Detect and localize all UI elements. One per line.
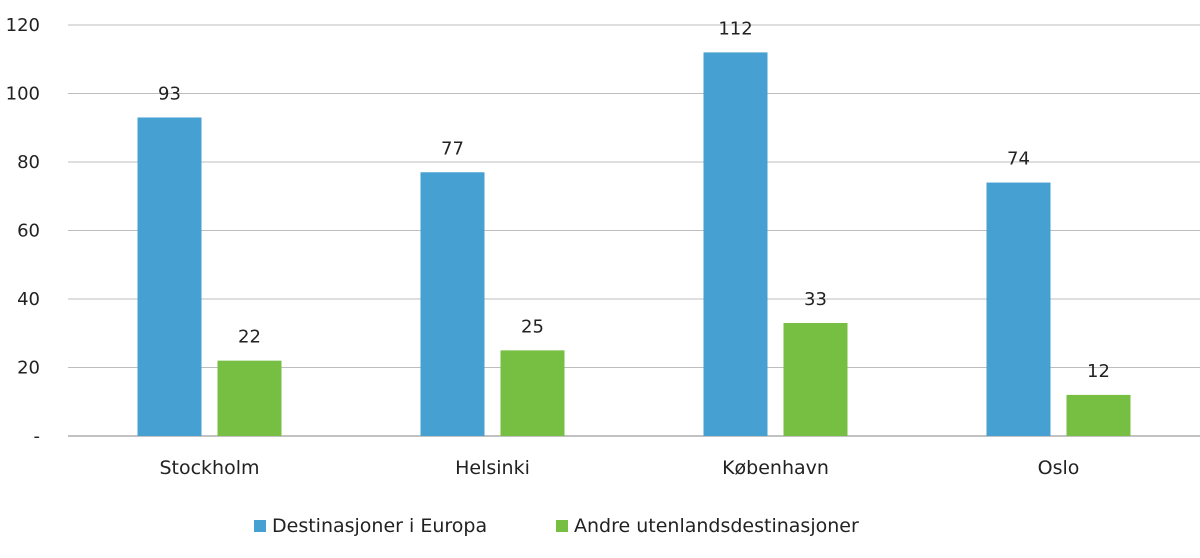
y-tick-label: 20 [17,358,40,379]
x-category-label: Stockholm [159,457,259,479]
data-label: 22 [238,327,261,348]
y-tick-label: 100 [6,84,40,105]
y-axis-ticks: - 20 40 60 80 100 120 [6,15,40,447]
legend-swatch [254,520,266,532]
bar-oslo-series-1 [986,182,1051,436]
x-category-label: Helsinki [455,457,530,479]
legend-label: Destinasjoner i Europa [272,515,487,537]
legend: Destinasjoner i Europa Andre utenlandsdes… [254,515,859,537]
bar-helsinki-series-2 [500,350,565,436]
legend-label: Andre utenlandsdestinasjoner [574,515,859,537]
data-label: 25 [521,316,544,337]
y-tick-label: 80 [17,152,40,173]
data-label: 93 [158,83,181,104]
bar-stockholm-series-2 [217,360,282,436]
data-label: 12 [1087,361,1110,382]
legend-item: Destinasjoner i Europa [254,515,487,537]
bar-oslo-series-2 [1066,394,1131,436]
bar-helsinki-series-1 [420,172,485,436]
y-tick-label: 60 [17,221,40,242]
x-category-label: Oslo [1038,457,1080,479]
y-tick-label: - [34,426,41,447]
y-tick-label: 40 [17,289,40,310]
x-axis-categories: Stockholm Helsinki København Oslo [159,457,1079,479]
legend-item: Andre utenlandsdestinasjoner [556,515,859,537]
data-label: 112 [718,18,752,39]
data-label: 74 [1007,149,1030,170]
bar-k-benhavn-series-2 [783,322,848,436]
y-tick-label: 120 [6,15,40,36]
legend-swatch [556,520,568,532]
data-label: 33 [804,289,827,310]
bars [137,52,1131,437]
x-category-label: København [722,457,829,479]
value-labels: 93 22 77 25 112 33 74 12 [158,18,1110,382]
data-label: 77 [441,138,464,159]
bar-stockholm-series-1 [137,117,202,436]
bar-k-benhavn-series-1 [703,52,768,437]
